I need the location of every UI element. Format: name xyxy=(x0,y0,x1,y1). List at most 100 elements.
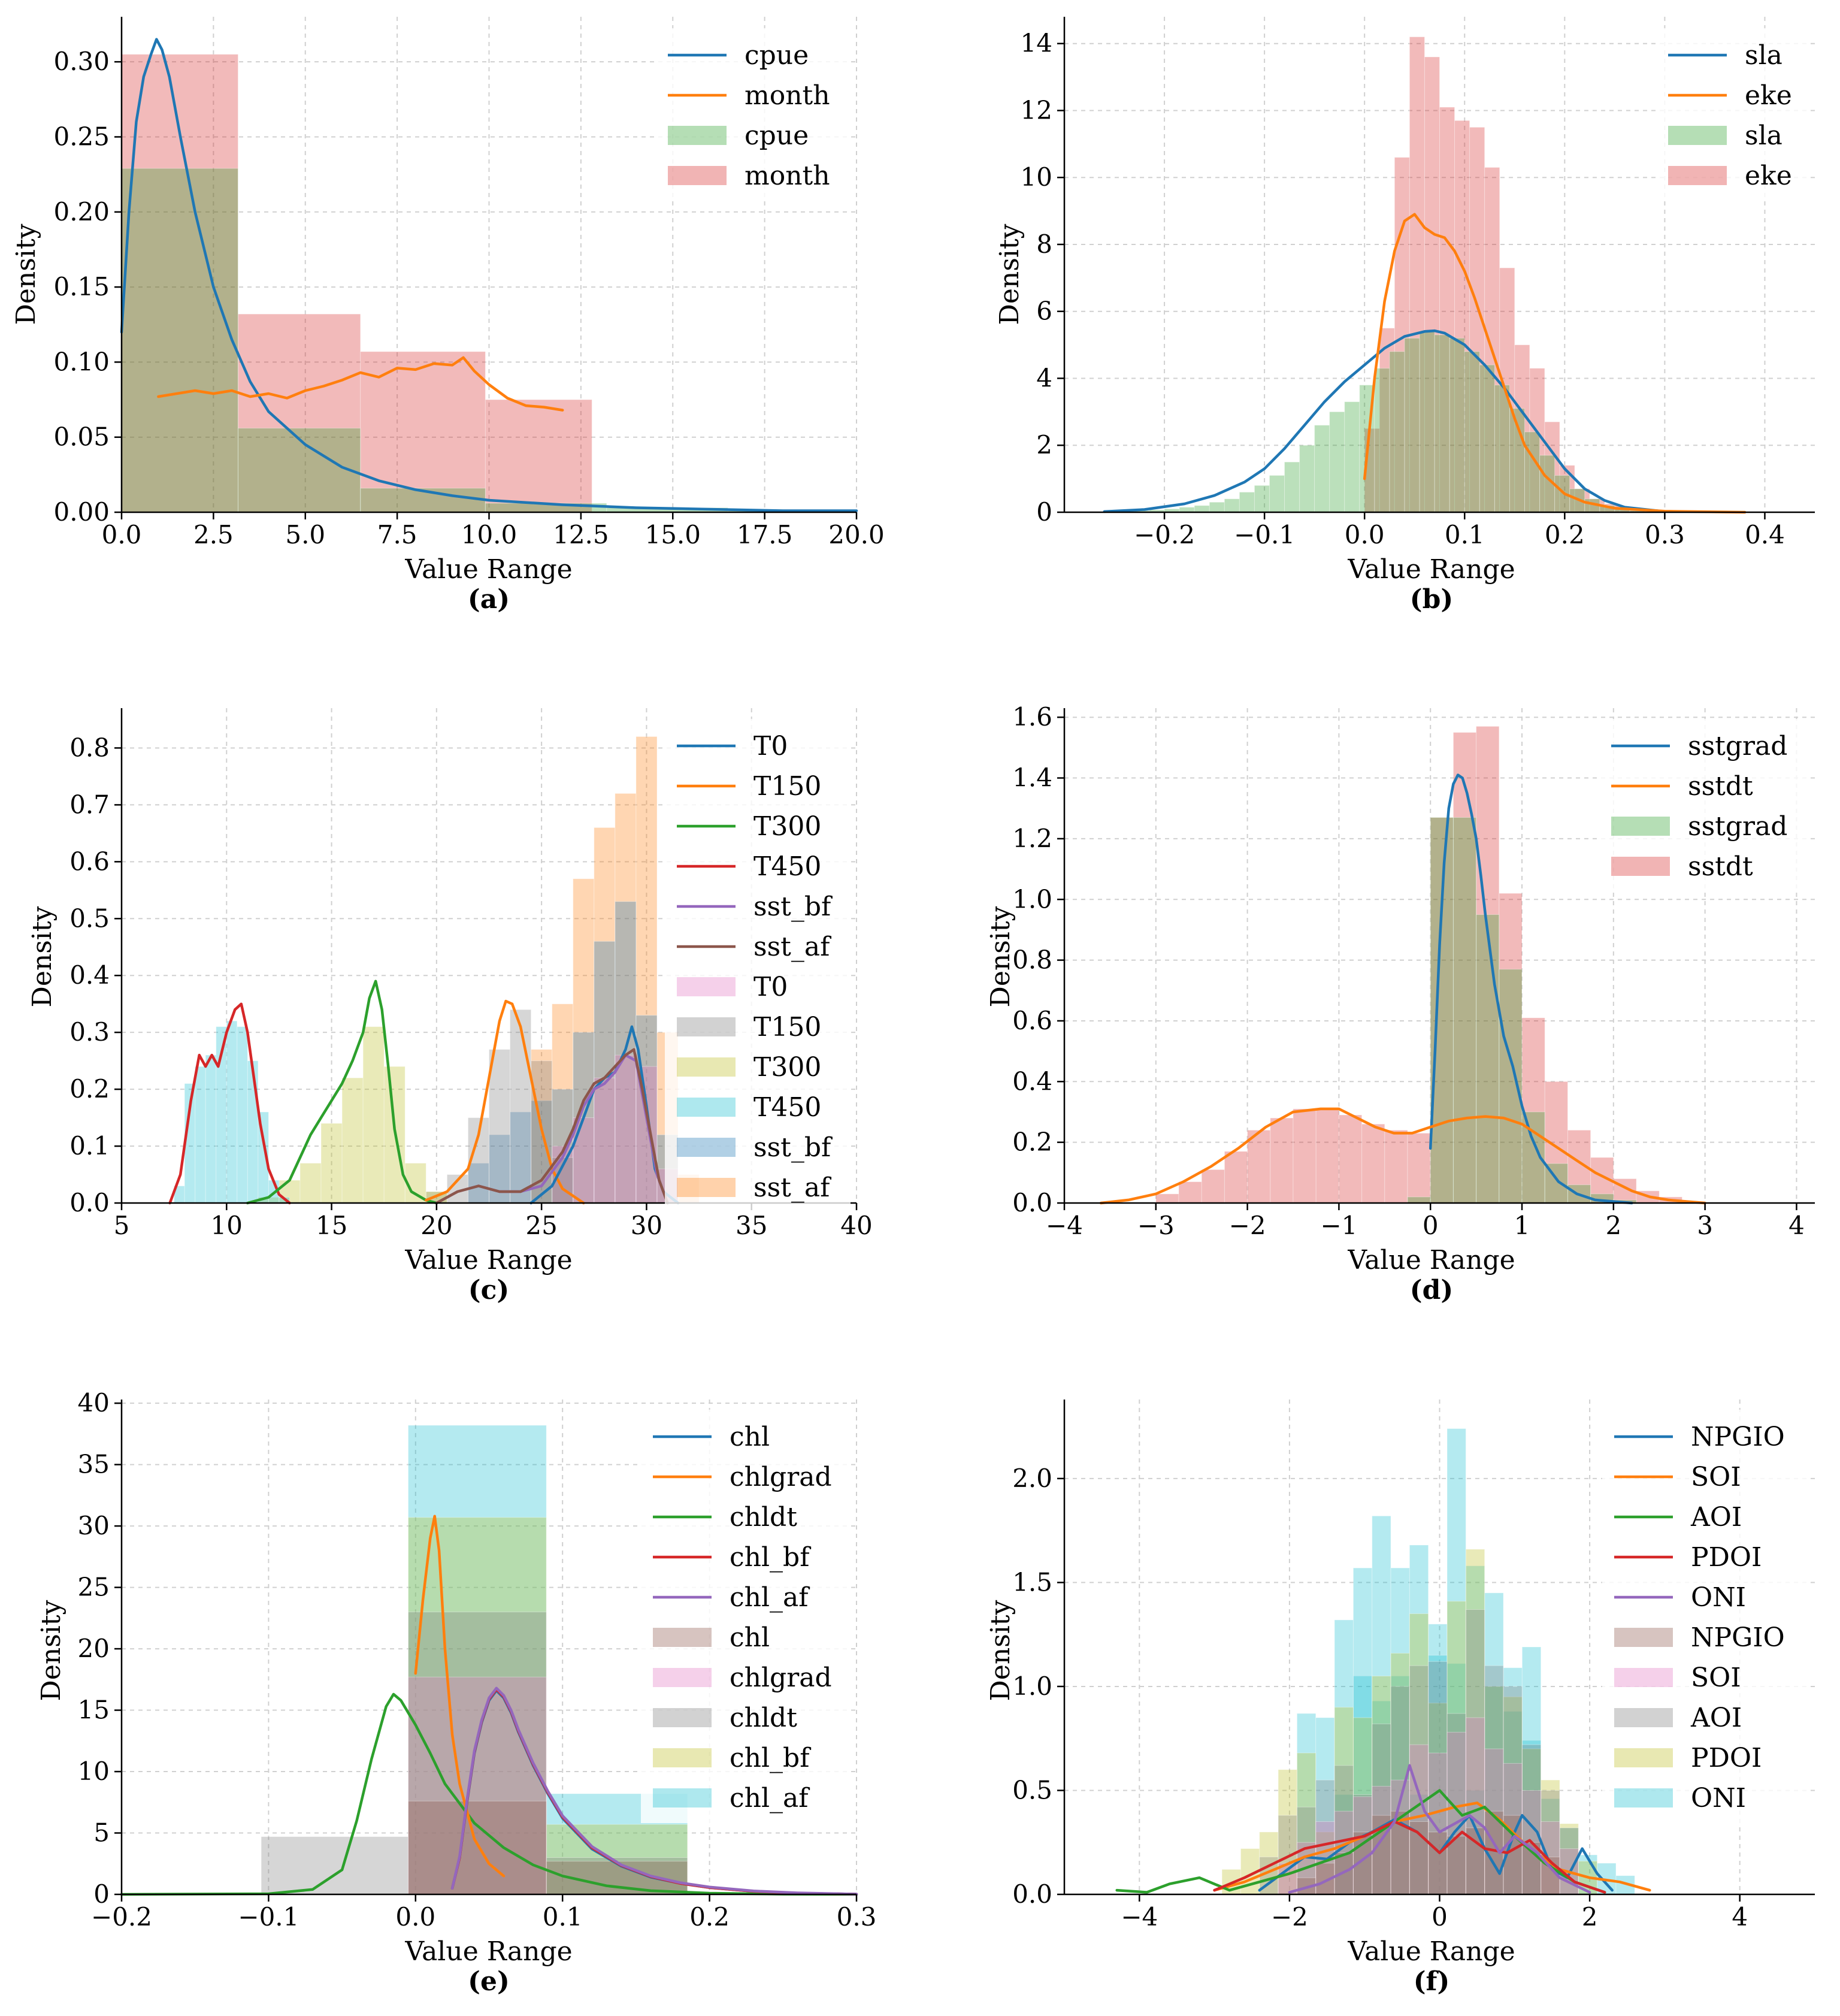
legend-item: chl xyxy=(653,1622,770,1653)
legend-item: sstdt xyxy=(1611,771,1753,802)
legend-label: sst_bf xyxy=(753,891,833,922)
y-tick-label: 10 xyxy=(78,1757,110,1786)
y-tick-label: 0.4 xyxy=(69,960,110,990)
hist-bar-sla xyxy=(1269,475,1285,513)
legend-label: T450 xyxy=(753,1092,821,1123)
y-tick-label: 10 xyxy=(1021,162,1052,192)
y-tick-label: 1.0 xyxy=(1012,1672,1052,1701)
hist-bar-ONI xyxy=(1372,1700,1391,1895)
panel-d-xlabel: Value Range xyxy=(1347,1245,1515,1276)
hist-bar-sla xyxy=(1329,411,1345,513)
legend-item: ONI xyxy=(1614,1582,1746,1613)
legend-patch-swatch xyxy=(1614,1708,1673,1727)
x-tick-label: 2 xyxy=(1605,1211,1621,1240)
hist-bar-PDOI xyxy=(1521,1748,1542,1895)
y-tick-label: 0.7 xyxy=(69,790,110,819)
legend-label: T0 xyxy=(753,731,788,761)
x-tick-label: 0 xyxy=(1432,1902,1448,1932)
hist-bar-T300 xyxy=(341,1077,364,1204)
kde-line-chl_af xyxy=(450,1686,858,1896)
y-tick-label: 0.5 xyxy=(1012,1775,1052,1805)
hist-bar-eke xyxy=(1379,328,1395,513)
legend-patch-swatch xyxy=(677,1138,736,1157)
legend-patch-swatch xyxy=(677,1017,736,1036)
x-tick-label: 4 xyxy=(1788,1211,1805,1240)
x-tick-label: 1 xyxy=(1514,1211,1530,1240)
hist-bar-sstdt xyxy=(1270,1117,1294,1204)
hist-bar-SOI xyxy=(1465,1717,1485,1895)
hist-bar-AOI xyxy=(1428,1661,1448,1895)
legend-label: chl_bf xyxy=(730,1542,811,1573)
legend-label: sstdt xyxy=(1688,851,1753,882)
y-tick-label: 0.5 xyxy=(69,903,110,933)
legend-label: sstgrad xyxy=(1688,811,1787,842)
y-tick-label: 1.2 xyxy=(1012,824,1052,853)
hist-bar-sstdt xyxy=(1293,1108,1317,1204)
y-tick-label: 15 xyxy=(78,1695,110,1725)
legend-label: chl xyxy=(730,1422,770,1452)
x-tick-label: 0.0 xyxy=(102,520,142,549)
legend-label: NPGIO xyxy=(1691,1422,1785,1452)
x-tick-label: 15.0 xyxy=(644,520,701,549)
hist-bar-sla xyxy=(1284,461,1300,513)
legend-item: cpue xyxy=(668,120,809,151)
legend-patch-swatch xyxy=(1614,1628,1673,1647)
legend-background xyxy=(665,719,851,1213)
panel-b-legend: sla eke sla eke xyxy=(1656,28,1809,201)
y-tick-label: 1.4 xyxy=(1012,763,1052,793)
x-tick-label: 0.1 xyxy=(543,1902,583,1932)
y-tick-label: 0.6 xyxy=(1012,1006,1052,1035)
kde-line-SOI xyxy=(1213,1802,1651,1892)
legend-patch-swatch xyxy=(668,166,727,185)
y-tick-label: 0.10 xyxy=(53,347,110,376)
panel-e-label: (e) xyxy=(468,1966,510,1997)
x-tick-label: 2.5 xyxy=(193,520,234,549)
legend-item: ONI xyxy=(1614,1783,1746,1814)
legend-patch-swatch xyxy=(677,1178,736,1197)
x-tick-label: −3 xyxy=(1137,1211,1175,1240)
hist-bar-sstgrad xyxy=(1476,914,1500,1204)
y-tick-label: 0.8 xyxy=(69,733,110,762)
legend-patch-swatch xyxy=(653,1748,712,1767)
hist-bar-sla xyxy=(1239,491,1255,513)
hist-bar-sla xyxy=(1434,334,1450,513)
y-tick-label: 0.6 xyxy=(69,847,110,876)
x-tick-label: 0.0 xyxy=(395,1902,435,1932)
legend-label: chldt xyxy=(730,1502,797,1533)
legend-patch-swatch xyxy=(1668,166,1727,185)
panel-f: (f) Value Range Density −4 −2 0 2 4 0.0 0.5 1.0… xyxy=(985,1400,1815,1997)
x-tick-label: 0 xyxy=(1423,1211,1439,1240)
legend-label: sst_af xyxy=(753,1172,831,1203)
x-tick-label: 12.5 xyxy=(553,520,609,549)
x-tick-label: 15 xyxy=(316,1211,347,1240)
legend-item: sla xyxy=(1668,40,1782,71)
hist-bar-sstdt xyxy=(1338,1114,1363,1204)
y-tick-label: 0.8 xyxy=(1012,945,1052,975)
hist-bar-sstdt xyxy=(1315,1108,1339,1204)
legend-background xyxy=(1602,1410,1809,1823)
legend-patch-swatch xyxy=(677,1057,736,1077)
x-tick-label: −4 xyxy=(1121,1902,1158,1932)
hist-bar-sstdt xyxy=(1201,1169,1225,1204)
hist-bar-sla xyxy=(1524,431,1541,513)
legend-item: T0 xyxy=(677,731,788,761)
y-tick-label: 0.25 xyxy=(53,122,110,151)
hist-bar-ONI xyxy=(1315,1717,1335,1895)
legend-patch-swatch xyxy=(653,1788,712,1808)
legend-item: chl_af xyxy=(653,1582,810,1613)
legend-item: chl_bf xyxy=(653,1542,811,1573)
panel-f-ylabel: Density xyxy=(985,1600,1016,1701)
y-tick-label: 8 xyxy=(1036,229,1052,259)
legend-label: PDOI xyxy=(1691,1542,1762,1573)
x-tick-label: −2 xyxy=(1271,1902,1308,1932)
legend-label: AOI xyxy=(1690,1502,1742,1533)
hist-bar-sst_af xyxy=(552,1004,574,1204)
panel-c-xlabel: Value Range xyxy=(404,1245,572,1276)
legend-patch-swatch xyxy=(1611,817,1670,836)
x-tick-label: 20 xyxy=(420,1211,452,1240)
legend-background xyxy=(656,28,851,201)
legend-item: eke xyxy=(1668,161,1792,191)
hist-bar-sstgrad xyxy=(1430,817,1454,1204)
legend-background xyxy=(641,1410,851,1823)
hist-bar-eke xyxy=(1454,120,1470,513)
